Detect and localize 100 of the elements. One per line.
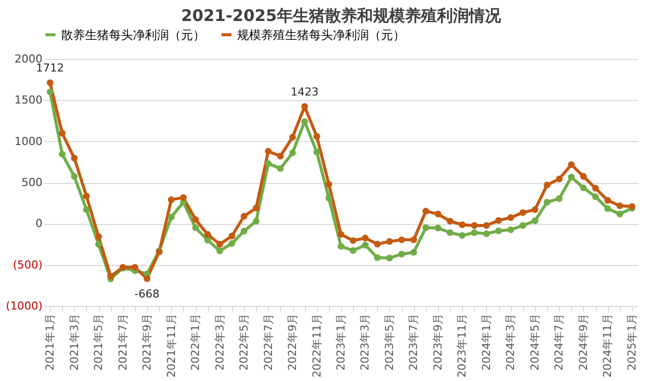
point [216,240,224,248]
y-tick-label: (500) [12,258,42,272]
x-tick-label: 2021年5月 [92,314,106,370]
point [277,165,284,172]
point [132,264,138,271]
y-tick-label: 1500 [14,94,42,107]
x-tick-label: 2022年1月 [189,314,202,370]
point [495,227,502,234]
point [604,197,612,204]
point [362,234,369,242]
point [301,103,308,110]
x-tick-label: 2021年1月 [44,314,57,370]
legend-label: 散养生猪每头净利润（元） [61,28,205,42]
point [70,172,78,180]
x-tick-label: 2021年9月 [140,314,154,370]
point [458,221,466,228]
point [374,240,381,248]
point [192,216,199,223]
x-tick-label: 2023年9月 [431,314,444,370]
point [556,176,563,182]
point [483,230,490,238]
x-tick-label: 2022年5月 [238,314,251,370]
point [289,150,296,156]
data-label: -668 [134,288,160,301]
x-tick-label: 2024年3月 [504,314,518,370]
x-tick-label: 2022年3月 [213,314,226,370]
y-tick-label: (1000) [6,300,42,312]
x-tick-label: 2023年3月 [358,314,372,370]
point [362,242,369,248]
y-tick-label: 1000 [14,134,42,148]
x-tick-label: 2021年3月 [68,314,81,370]
point [264,160,272,167]
point [544,198,550,206]
point [458,232,466,239]
point [277,152,284,160]
point [228,240,236,247]
point [313,133,320,140]
point [374,254,381,262]
point [252,204,260,212]
point [240,212,248,220]
point [422,208,430,214]
point [434,224,442,232]
point [507,226,514,234]
point [289,134,296,141]
x-tick-label: 2022年11月 [310,314,324,378]
point [58,130,66,136]
point [192,224,199,232]
point [386,238,393,245]
point [216,247,224,254]
point [95,240,102,248]
point [58,150,66,158]
point [568,174,575,180]
point [580,184,587,192]
point [470,222,478,229]
point [386,254,393,262]
point [532,206,538,214]
point [204,231,212,238]
x-tick-label: 2022年7月 [262,314,275,370]
point [616,202,624,210]
data-label: 1423 [290,86,319,99]
point [483,222,490,229]
point [422,224,430,231]
point [168,196,175,204]
legend-label: 规模养殖生猪每头净利润（元） [237,28,405,42]
point [604,205,612,212]
point [350,237,356,244]
x-tick-label: 2023年7月 [407,314,420,370]
point [507,214,514,221]
point [83,206,90,214]
point [301,118,308,125]
point [410,236,418,244]
chart-title: 2021-2025年生猪散养和规模养殖利润情况 [181,6,502,25]
point [580,173,587,180]
point [519,222,526,229]
point [107,272,114,280]
point [168,214,175,220]
point [313,148,320,156]
point [410,248,418,256]
point [350,247,356,254]
point [616,210,624,218]
point [326,194,332,202]
x-tick-label: 2023年11月 [456,314,469,378]
point [338,242,344,250]
point [180,194,187,201]
point [338,231,344,238]
data-label: 1712 [36,62,64,75]
x-tick-label: 2021年7月 [116,314,130,370]
point [434,210,442,218]
x-tick-label: 2021年11月 [164,314,178,378]
point [204,236,212,244]
point [470,229,478,236]
point [46,79,54,86]
point [532,217,538,224]
x-tick-label: 2025年1月 [625,314,638,370]
point [95,233,102,240]
y-tick-label: 0 [36,217,42,230]
point [398,250,405,258]
point [398,236,405,244]
x-tick-label: 2023年1月 [334,314,348,370]
point [544,182,550,188]
